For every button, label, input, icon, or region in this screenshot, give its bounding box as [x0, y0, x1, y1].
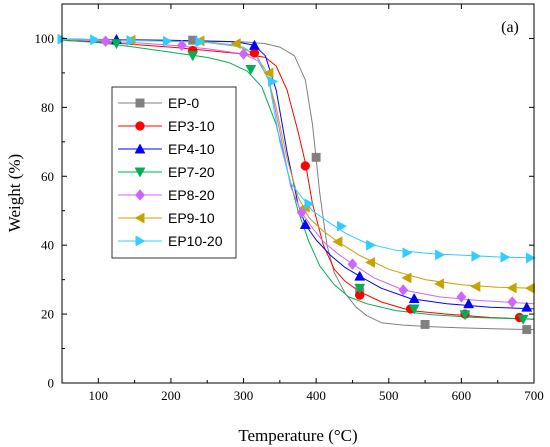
data-point-ep7-20: [459, 310, 471, 321]
data-point-ep9-10: [230, 38, 241, 50]
legend-label: EP10-20: [168, 233, 223, 249]
data-point-ep4-10: [354, 270, 366, 281]
x-axis-title: Temperature (°C): [238, 426, 357, 445]
data-point-ep7-20: [354, 283, 366, 294]
legend-swatch-marker: [135, 235, 146, 247]
data-point-ep10-20: [500, 251, 511, 263]
data-point-ep9-10: [470, 281, 481, 292]
data-point-ep7-20: [408, 304, 420, 315]
y-tick-label: 80: [41, 100, 54, 115]
data-point-ep-0: [420, 319, 430, 329]
data-point-ep9-10: [506, 282, 517, 294]
legend-entries: EP-0 EP3-10 EP4-10 EP7-20 EP8-20 EP9-10 EP10-2…: [118, 95, 223, 249]
panel-label: (a): [501, 19, 519, 36]
data-point-ep8-20: [176, 39, 187, 52]
legend-entry-ep7-20: EP7-20: [118, 164, 215, 180]
data-point-ep9-10: [434, 278, 445, 290]
data-point-ep10-20: [471, 250, 482, 262]
tick-labels: 100 200 300 400 500 600 700 0 20 40 60 80 100: [35, 31, 544, 403]
x-tick-label: 200: [161, 388, 181, 403]
legend-label: EP9-10: [168, 210, 215, 226]
legend-entry-ep10-20: EP10-20: [118, 233, 223, 249]
data-point-ep8-20: [456, 291, 467, 303]
legend-entry-ep3-10: EP3-10: [118, 118, 215, 134]
data-point-ep4-10: [299, 218, 311, 229]
legend-label: EP8-20: [168, 187, 215, 203]
legend-swatch-marker: [134, 143, 146, 154]
series-line-ep3-10: [61, 39, 535, 320]
data-point-ep4-10: [521, 301, 533, 312]
data-point-ep7-20: [187, 51, 199, 62]
legend-label: EP-0: [168, 95, 199, 111]
legend-entry-ep4-10: EP4-10: [118, 141, 215, 157]
data-point-ep3-10: [249, 48, 260, 58]
data-point-ep10-20: [195, 36, 206, 48]
y-tick-label: 100: [35, 31, 55, 46]
data-point-ep10-20: [435, 249, 446, 261]
data-point-ep7-20: [111, 39, 122, 50]
data-point-ep9-10: [263, 67, 274, 79]
legend-swatch-marker: [135, 189, 145, 201]
data-point-ep3-10: [300, 161, 310, 171]
legend-entry-ep-0: EP-0: [118, 95, 199, 111]
data-point-ep7-20: [517, 314, 529, 325]
data-point-ep10-20: [90, 34, 101, 46]
series-line-ep8-20: [61, 38, 535, 305]
data-point-ep10-20: [402, 247, 413, 259]
data-point-ep8-20: [100, 35, 111, 48]
legend: EP-0 EP3-10 EP4-10 EP7-20 EP8-20 EP9-10 EP10-2…: [111, 86, 237, 259]
series-markers: [57, 33, 536, 335]
legend-swatch-marker: [135, 98, 145, 108]
data-point-ep10-20: [337, 220, 348, 232]
data-point-ep9-10: [524, 282, 535, 294]
x-tick-label: 600: [452, 388, 472, 403]
x-tick-label: 100: [89, 388, 109, 403]
legend-entry-ep8-20: EP8-20: [118, 187, 215, 203]
legend-label: EP3-10: [168, 118, 215, 134]
data-point-ep10-20: [304, 198, 315, 210]
legend-entry-ep9-10: EP9-10: [118, 210, 215, 226]
data-point-ep-0: [522, 325, 532, 335]
data-point-ep8-20: [347, 258, 358, 270]
data-point-ep8-20: [238, 48, 249, 60]
x-tick-label: 500: [379, 388, 399, 403]
y-tick-label: 0: [48, 376, 55, 391]
legend-swatch-marker: [134, 167, 146, 178]
legend-swatch-marker: [135, 121, 145, 131]
data-point-ep10-20: [126, 35, 137, 46]
legend-swatch-marker: [134, 212, 145, 224]
data-point-ep9-10: [401, 272, 412, 284]
data-point-ep10-20: [162, 35, 173, 47]
x-tick-label: 300: [234, 388, 254, 403]
x-tick-label: 400: [306, 388, 326, 403]
legend-label: EP4-10: [168, 141, 215, 157]
y-tick-label: 40: [41, 238, 54, 253]
legend-label: EP7-20: [168, 164, 215, 180]
data-point-ep8-20: [398, 284, 409, 296]
data-point-ep10-20: [525, 252, 536, 264]
data-point-ep9-10: [365, 256, 376, 268]
data-point-ep9-10: [332, 236, 343, 248]
y-tick-label: 20: [41, 307, 54, 322]
axis-ticks: [61, 4, 535, 384]
data-point-ep4-10: [408, 293, 420, 304]
plot-layers: [57, 33, 536, 335]
series-line-ep10-20: [61, 38, 535, 259]
data-point-ep4-10: [463, 298, 475, 309]
data-point-ep10-20: [268, 76, 279, 87]
data-point-ep8-20: [296, 206, 307, 219]
data-point-ep-0: [311, 152, 321, 162]
data-point-ep4-10: [248, 39, 260, 50]
y-axis-title: Weight (%): [5, 154, 24, 232]
plot-frame: [61, 3, 535, 384]
y-tick-label: 60: [41, 169, 54, 184]
data-point-ep8-20: [507, 296, 518, 308]
x-tick-label: 700: [524, 388, 544, 403]
data-point-ep10-20: [366, 239, 377, 251]
data-point-ep7-20: [245, 65, 257, 76]
